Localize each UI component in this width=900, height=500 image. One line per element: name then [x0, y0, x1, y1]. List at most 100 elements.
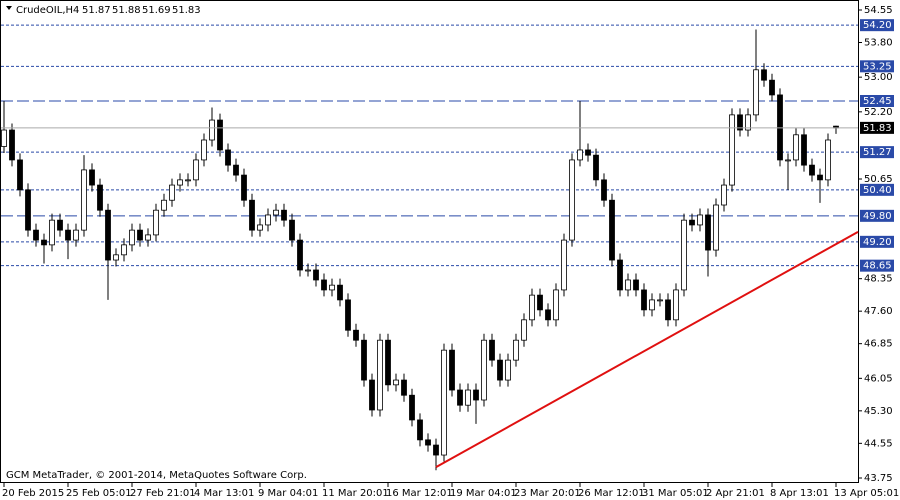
header-close: 51.83 [172, 5, 201, 16]
y-tick-label: 47.60 [864, 306, 893, 317]
x-tick-label: 31 Mar 05:01 [642, 488, 709, 499]
candle-body [105, 209, 111, 261]
candle-body [49, 219, 55, 246]
candle-body [785, 159, 791, 162]
candle-body [417, 419, 423, 441]
candle-body [697, 214, 703, 226]
candle-body [657, 299, 663, 302]
candle-body [665, 299, 671, 321]
x-tick-label: 19 Mar 04:01 [450, 488, 517, 499]
candle-body [457, 389, 463, 406]
candle-body [761, 69, 767, 81]
x-tick-label: 26 Mar 12:01 [578, 488, 645, 499]
candle-body [489, 339, 495, 361]
candle-body [233, 164, 239, 176]
level-label-box [860, 183, 894, 196]
x-tick-label: 27 Feb 21:01 [130, 488, 196, 499]
candle-body [225, 149, 231, 166]
y-tick-label: 43.75 [864, 473, 893, 484]
candle-body [9, 129, 15, 161]
candle-body [137, 229, 143, 241]
candle-body [73, 229, 79, 241]
candle-body [57, 219, 63, 231]
candle-body [41, 239, 47, 246]
level-label-box [860, 235, 894, 248]
candle-body [449, 349, 455, 391]
candle-body [177, 179, 183, 186]
candle-body [185, 179, 191, 182]
candle-body [737, 114, 743, 131]
candle-body [369, 379, 375, 411]
x-tick-label: 4 Mar 13:01 [194, 488, 254, 499]
candle-body [585, 149, 591, 156]
candle-body [505, 359, 511, 381]
footer: GCM MetaTrader, © 2001-2014, MetaQuotes … [6, 470, 307, 481]
candle-body [129, 229, 135, 246]
y-tick-label: 53.00 [864, 72, 893, 83]
candle-body [249, 199, 255, 231]
candle-body [169, 184, 175, 201]
candle-body [441, 349, 447, 456]
candle-body [825, 139, 831, 181]
candle-body [577, 149, 583, 161]
candle-body [545, 309, 551, 321]
candle-body [713, 204, 719, 251]
x-tick-label: 13 Apr 05:01 [834, 488, 899, 499]
menu-triangle [6, 6, 12, 10]
candle-body [281, 209, 287, 221]
y-tick-label: 52.20 [864, 107, 893, 118]
candle-body [633, 279, 639, 291]
y-tick-label: 50.65 [864, 174, 893, 185]
candle-body [97, 184, 103, 211]
candle-body [705, 214, 711, 251]
candle-body [273, 209, 279, 216]
x-tick-label: 16 Mar 12:01 [386, 488, 453, 499]
candle-body [1, 129, 7, 147]
candle-body [561, 239, 567, 291]
y-tick-label: 44.55 [864, 438, 893, 449]
candle-body [153, 209, 159, 236]
candle-body [465, 389, 471, 406]
candle-body [25, 189, 31, 231]
level-label: 53.25 [863, 61, 892, 72]
candle-body [625, 279, 631, 291]
candle-body [241, 174, 247, 201]
candle-body [425, 439, 431, 446]
candle-body [681, 219, 687, 291]
level-label-box [860, 95, 894, 107]
candle-body [809, 164, 815, 176]
candle-body [521, 319, 527, 341]
candle-body [617, 259, 623, 291]
candle-body [529, 294, 535, 321]
candle-body [209, 119, 215, 141]
x-tick-label: 11 Mar 20:01 [322, 488, 389, 499]
candle-body [593, 154, 599, 181]
x-tick-label: 2 Apr 21:01 [706, 488, 765, 499]
header-open: 51.87 [82, 5, 111, 16]
candle-body [289, 219, 295, 241]
level-label: 52.45 [863, 96, 892, 107]
candle-body [377, 339, 383, 411]
candle-body [337, 284, 343, 301]
y-tick-label: 46.85 [864, 339, 893, 350]
level-label-box [860, 259, 894, 272]
candle-body [65, 229, 71, 241]
candle-body [481, 339, 487, 401]
candle-body [769, 79, 775, 96]
candle-body [361, 339, 367, 381]
level-label-box [860, 146, 894, 159]
candle-body [641, 289, 647, 311]
candle-body [649, 299, 655, 311]
candle-body [33, 229, 39, 241]
candle-body [81, 169, 87, 231]
x-tick-label: 8 Apr 13:01 [770, 488, 829, 499]
y-tick-label: 45.30 [864, 406, 893, 417]
candle-body [729, 114, 735, 186]
candle-body [17, 159, 23, 191]
candle-body [689, 219, 695, 226]
candle-body [313, 269, 319, 281]
candle-body [193, 159, 199, 181]
price-label: 51.83 [863, 123, 892, 134]
candle-body [345, 299, 351, 331]
level-label-box [860, 60, 894, 73]
